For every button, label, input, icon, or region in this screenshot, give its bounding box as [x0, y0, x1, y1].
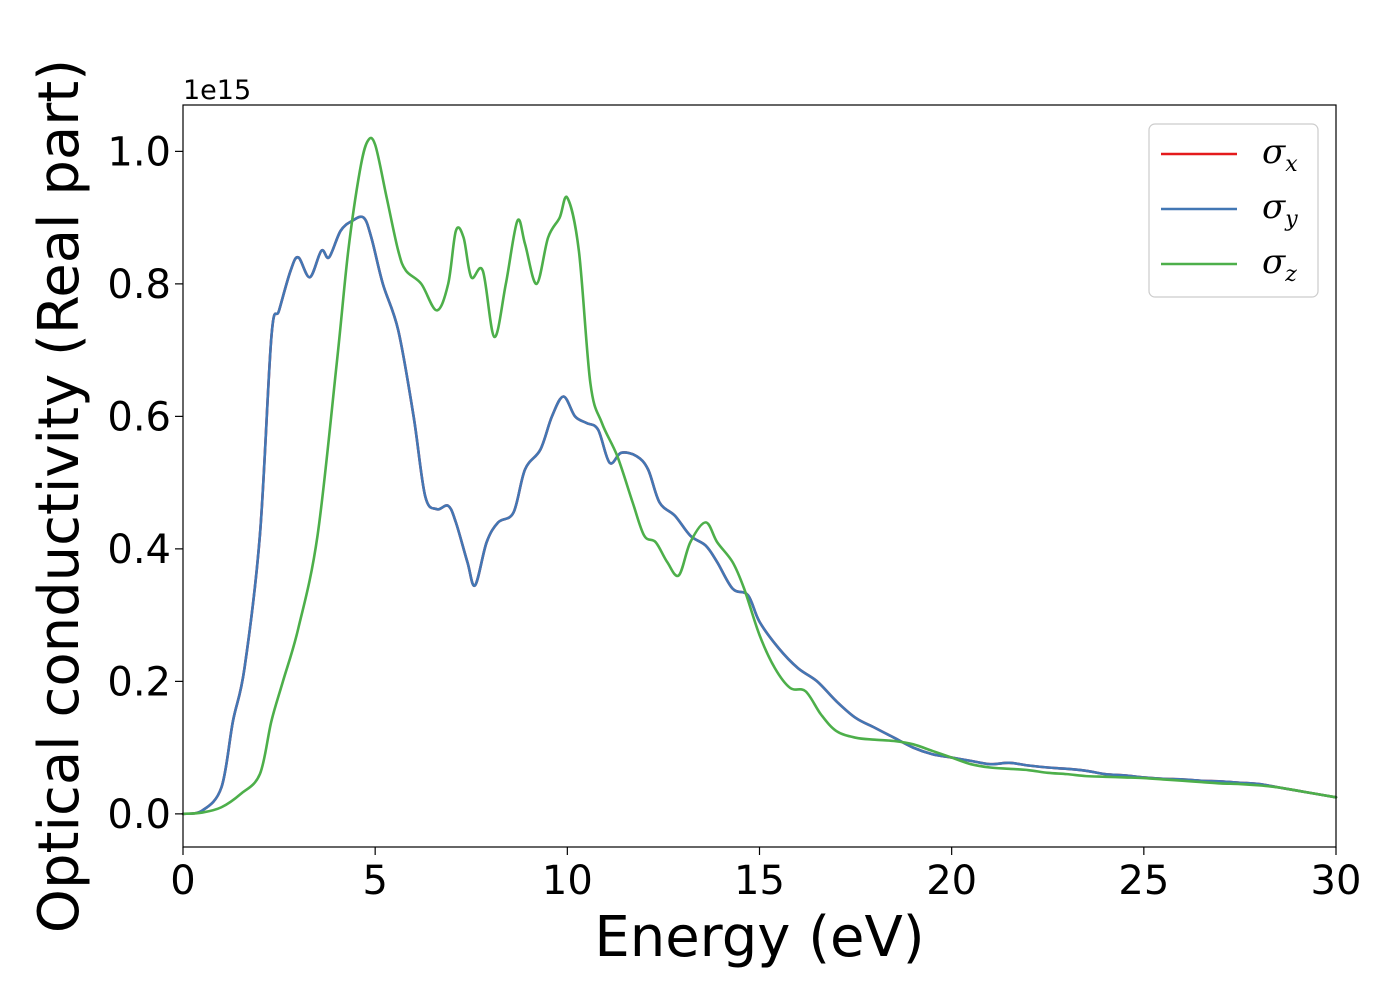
- x-tick-label: 25: [1118, 858, 1169, 904]
- series-line-z: [181, 136, 1338, 816]
- y-tick-label: 0.4: [107, 527, 171, 573]
- x-tick-label: 15: [734, 858, 785, 904]
- y-tick-label: 0.8: [107, 262, 171, 308]
- y-tick-label: 0.0: [107, 792, 171, 838]
- legend-label-x: σx: [1262, 132, 1298, 177]
- legend-label-z: σz: [1262, 242, 1297, 287]
- x-tick-label: 10: [542, 858, 593, 904]
- y-tick-label: 1.0: [107, 129, 171, 175]
- legend-box: [1148, 123, 1319, 298]
- x-tick-label: 0: [170, 858, 195, 904]
- x-tick-label: 5: [362, 858, 387, 904]
- x-axis-ticks: 0 5 10 15 20 25 30: [170, 847, 1361, 904]
- y-tick-label: 0.6: [107, 394, 171, 440]
- y-axis-ticks: 0.0 0.2 0.4 0.6 0.8 1.0: [107, 129, 183, 838]
- legend: σx σy σz: [1148, 123, 1319, 298]
- series-line-y: [181, 215, 1338, 816]
- y-offset-label: 1e15: [183, 75, 251, 106]
- x-tick-label: 20: [926, 858, 977, 904]
- y-axis-label: Optical conductivity (Real part): [27, 59, 92, 933]
- y-tick-label: 0.2: [107, 659, 171, 705]
- x-tick-label: 30: [1311, 858, 1362, 904]
- x-axis-label: Energy (eV): [594, 905, 924, 970]
- series-lines: [181, 136, 1338, 816]
- legend-label-y: σy: [1262, 187, 1298, 232]
